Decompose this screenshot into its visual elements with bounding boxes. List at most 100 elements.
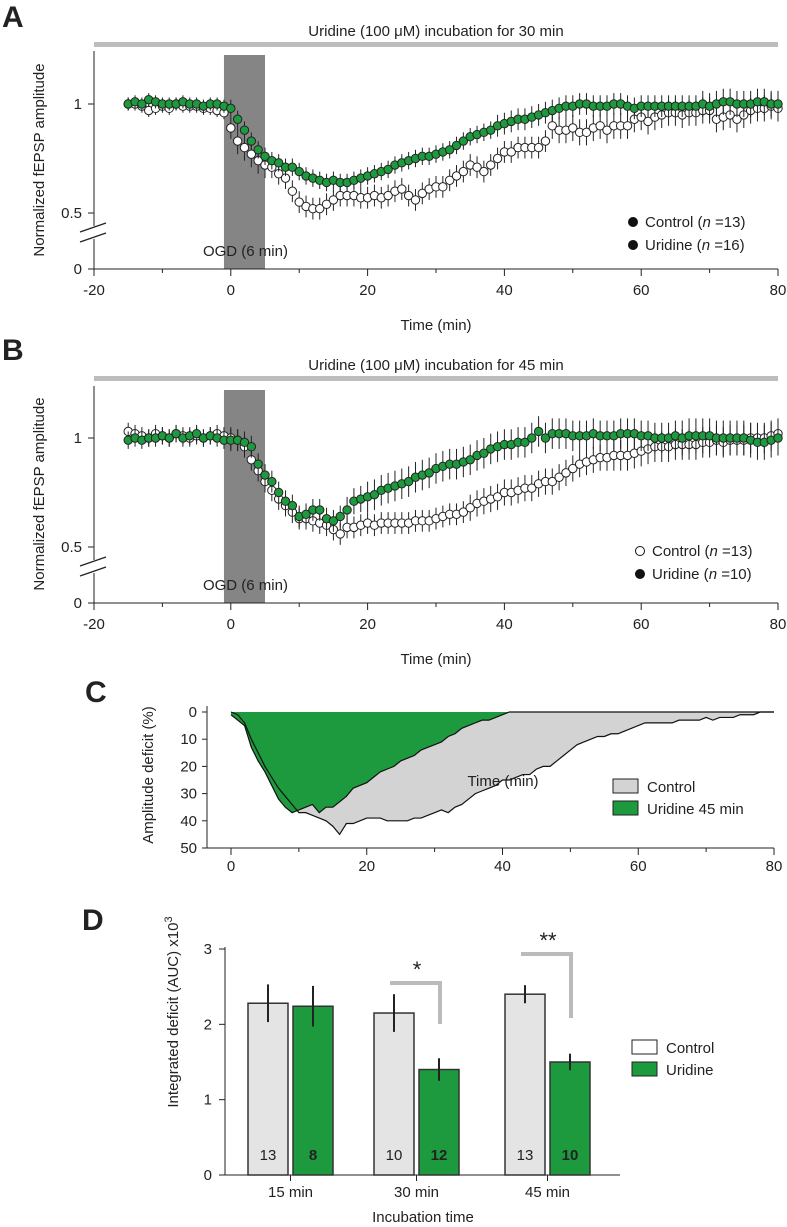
legend-entry: Control (n =13) bbox=[645, 214, 745, 231]
data-point bbox=[568, 123, 578, 133]
data-point bbox=[486, 125, 496, 135]
bar-n-label: 10 bbox=[386, 1147, 403, 1164]
legend-n: n bbox=[702, 237, 710, 254]
panel-a-label: A bbox=[2, 1, 24, 34]
data-point bbox=[622, 121, 633, 131]
bar-uridine bbox=[292, 1005, 334, 1176]
data-point bbox=[773, 99, 783, 109]
x-tick-label: 0 bbox=[227, 616, 235, 633]
y-tick-label: 40 bbox=[180, 813, 197, 830]
data-point bbox=[533, 142, 544, 153]
x-axis-label: Time (min) bbox=[467, 773, 538, 790]
data-point bbox=[410, 195, 421, 205]
data-point bbox=[273, 158, 284, 168]
significance-marker: ** bbox=[539, 928, 557, 953]
data-point bbox=[239, 437, 250, 448]
data-point bbox=[479, 166, 489, 177]
data-point bbox=[246, 149, 257, 159]
bar-n-label: 13 bbox=[517, 1147, 534, 1164]
y-tick-label: 1 bbox=[204, 1092, 212, 1109]
x-tick-label: 40 bbox=[496, 616, 513, 633]
data-point bbox=[451, 140, 462, 151]
panel-b-banner: Uridine (100 μM) incubation for 45 min bbox=[308, 357, 563, 374]
panel-c: C 0 10 20 30 40 50 0 20 40 60 80 Control Uridine 45… bbox=[85, 676, 782, 875]
legend-n: n bbox=[709, 566, 717, 583]
legend-marker bbox=[628, 217, 638, 227]
panel-a-banner: Uridine (100 μM) incubation for 30 min bbox=[308, 23, 563, 40]
significance-bracket bbox=[390, 981, 442, 1024]
legend-text: Control ( bbox=[652, 543, 710, 560]
legend-swatch bbox=[631, 1039, 658, 1055]
data-point bbox=[403, 476, 414, 487]
data-point bbox=[492, 492, 503, 502]
data-point bbox=[458, 136, 469, 146]
data-point bbox=[315, 203, 325, 214]
data-point bbox=[540, 433, 551, 443]
incubation-bar bbox=[94, 376, 778, 381]
data-point bbox=[527, 433, 537, 443]
data-point bbox=[465, 455, 475, 465]
data-point bbox=[232, 136, 243, 146]
data-point bbox=[383, 190, 393, 201]
data-point bbox=[458, 507, 469, 517]
y-tick-label: 0.5 bbox=[61, 539, 82, 556]
data-point bbox=[479, 448, 489, 458]
data-point bbox=[417, 188, 428, 199]
y-tick-label: 0 bbox=[204, 1167, 212, 1184]
legend-marker bbox=[628, 240, 638, 250]
panel-d-label: D bbox=[82, 904, 104, 937]
y-axis-label-exponent: 3 bbox=[163, 916, 175, 922]
data-point bbox=[451, 171, 462, 181]
y-axis-label-main: Integrated deficit (AUC) x10 bbox=[165, 923, 182, 1108]
x-tick-label: 60 bbox=[630, 858, 647, 875]
data-point bbox=[273, 487, 284, 498]
data-point bbox=[191, 428, 202, 439]
legend-text: Uridine ( bbox=[652, 566, 709, 583]
ogd-shaded-region bbox=[223, 390, 265, 603]
significance-bracket bbox=[521, 952, 573, 1018]
data-point bbox=[444, 175, 455, 186]
data-point bbox=[773, 433, 783, 443]
data-point bbox=[568, 463, 578, 474]
data-point bbox=[383, 164, 393, 175]
data-point bbox=[280, 496, 291, 506]
y-tick-label: 3 bbox=[204, 941, 212, 958]
data-point bbox=[328, 516, 339, 526]
y-axis-label: Amplitude deficit (%) bbox=[140, 706, 157, 844]
ogd-label: OGD (6 min) bbox=[203, 577, 288, 594]
incubation-bar bbox=[94, 42, 778, 47]
x-axis-label: Time (min) bbox=[400, 317, 471, 334]
axis-break-mark bbox=[79, 222, 107, 233]
legend-label: Uridine 45 min bbox=[647, 801, 744, 818]
data-point bbox=[595, 121, 605, 131]
uridine-area bbox=[231, 712, 774, 813]
legend-entry: Control (n =13) bbox=[652, 543, 752, 560]
series-uridine bbox=[123, 88, 783, 192]
series-uridine bbox=[123, 416, 783, 532]
data-point bbox=[260, 470, 270, 480]
x-tick-label: 80 bbox=[770, 282, 787, 299]
data-point bbox=[465, 503, 475, 513]
data-point bbox=[602, 125, 612, 135]
legend-entry: Uridine (n =10) bbox=[652, 566, 752, 583]
data-point bbox=[527, 483, 537, 493]
axis-break-mark bbox=[79, 556, 107, 567]
x-tick-label: 30 min bbox=[394, 1184, 439, 1201]
x-tick-label: 20 bbox=[359, 282, 376, 299]
data-point bbox=[137, 99, 147, 109]
data-point bbox=[239, 142, 250, 153]
x-tick-label: 80 bbox=[770, 616, 787, 633]
bar-control bbox=[247, 1002, 289, 1176]
ogd-label: OGD (6 min) bbox=[203, 243, 288, 260]
y-tick-label: 1 bbox=[74, 96, 82, 113]
legend-text: Uridine ( bbox=[645, 237, 702, 254]
control-outline bbox=[230, 711, 774, 836]
data-point bbox=[301, 509, 311, 519]
data-point bbox=[226, 123, 236, 133]
x-tick-label: 40 bbox=[496, 282, 513, 299]
x-axis-label: Time (min) bbox=[400, 651, 471, 668]
x-tick-label: 40 bbox=[494, 858, 511, 875]
x-tick-label: 20 bbox=[359, 616, 376, 633]
data-point bbox=[226, 103, 236, 114]
